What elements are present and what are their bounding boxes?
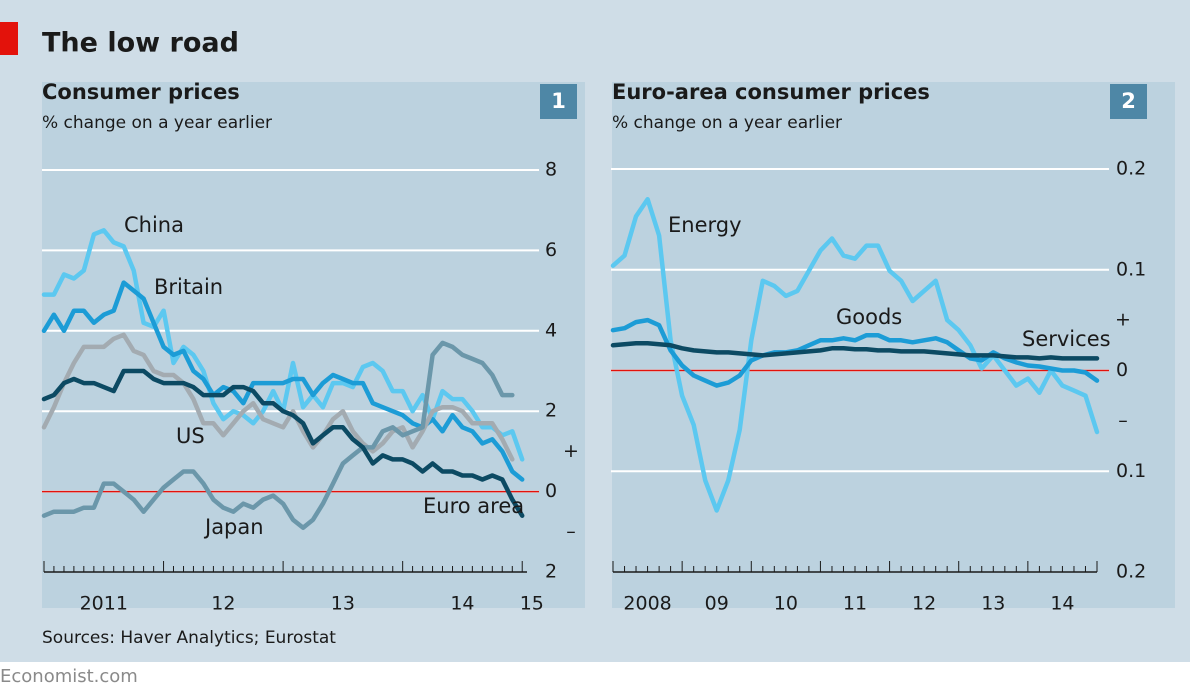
chart-subtitle: % change on a year earlier xyxy=(42,113,272,133)
x-tick-label: 15 xyxy=(520,593,544,615)
y-tick-label: 0.2 xyxy=(1116,561,1146,583)
series-line xyxy=(610,196,1100,513)
series-label: Euro area xyxy=(423,494,524,518)
y-tick-label: 2 xyxy=(545,400,557,422)
series-label: Japan xyxy=(203,515,264,539)
x-tick-label: 12 xyxy=(912,593,936,615)
chart-badge xyxy=(1110,84,1147,119)
plot-panel xyxy=(42,82,585,608)
chart-number: 1 xyxy=(551,89,566,113)
chart-badge xyxy=(540,84,577,119)
chart-number: 2 xyxy=(1121,89,1136,113)
series-label: Goods xyxy=(836,305,902,329)
x-tick-label: 11 xyxy=(843,593,867,615)
x-tick-label: 14 xyxy=(1050,593,1074,615)
y-tick-label: 8 xyxy=(545,159,557,181)
sign-label: – xyxy=(566,520,576,542)
sign-label: – xyxy=(1118,409,1128,431)
y-tick-label: 0.1 xyxy=(1116,460,1146,482)
footer-strip xyxy=(0,662,1190,696)
x-tick-label: 13 xyxy=(981,593,1005,615)
x-tick-label: 2011 xyxy=(80,593,128,615)
y-tick-label: 0 xyxy=(545,480,557,502)
chart-title: Consumer prices xyxy=(42,80,240,104)
series-label: China xyxy=(124,213,184,237)
sources: Sources: Haver Analytics; Eurostat xyxy=(42,628,336,648)
series-line xyxy=(610,341,1100,361)
page-title: The low road xyxy=(42,28,239,59)
y-tick-label: 0 xyxy=(1116,359,1128,381)
series-label: Services xyxy=(1022,327,1111,351)
y-tick-label: 4 xyxy=(545,319,557,341)
series-line xyxy=(41,280,525,482)
y-tick-label: 0.1 xyxy=(1116,258,1146,280)
sign-label: + xyxy=(563,440,579,462)
series-label: Energy xyxy=(668,213,742,237)
x-tick-label: 10 xyxy=(774,593,798,615)
x-tick-label: 09 xyxy=(705,593,729,615)
y-tick-label: 6 xyxy=(545,239,557,261)
x-tick-label: 14 xyxy=(450,593,474,615)
series-line xyxy=(41,332,515,462)
x-tick-label: 12 xyxy=(211,593,235,615)
series-label: Britain xyxy=(154,275,223,299)
series-line xyxy=(610,317,1100,388)
y-tick-label: 0.2 xyxy=(1116,158,1146,180)
footer: Economist.com xyxy=(0,666,138,687)
chart-subtitle: % change on a year earlier xyxy=(612,113,842,133)
sign-label: + xyxy=(1115,309,1131,331)
y-tick-label: 2 xyxy=(545,561,557,583)
series-label: US xyxy=(176,424,205,448)
x-tick-label: 2008 xyxy=(623,593,671,615)
series-line xyxy=(41,340,515,531)
x-tick-label: 13 xyxy=(331,593,355,615)
series-line xyxy=(41,368,525,518)
red-tag xyxy=(0,22,18,55)
chart-title: Euro-area consumer prices xyxy=(612,80,930,104)
